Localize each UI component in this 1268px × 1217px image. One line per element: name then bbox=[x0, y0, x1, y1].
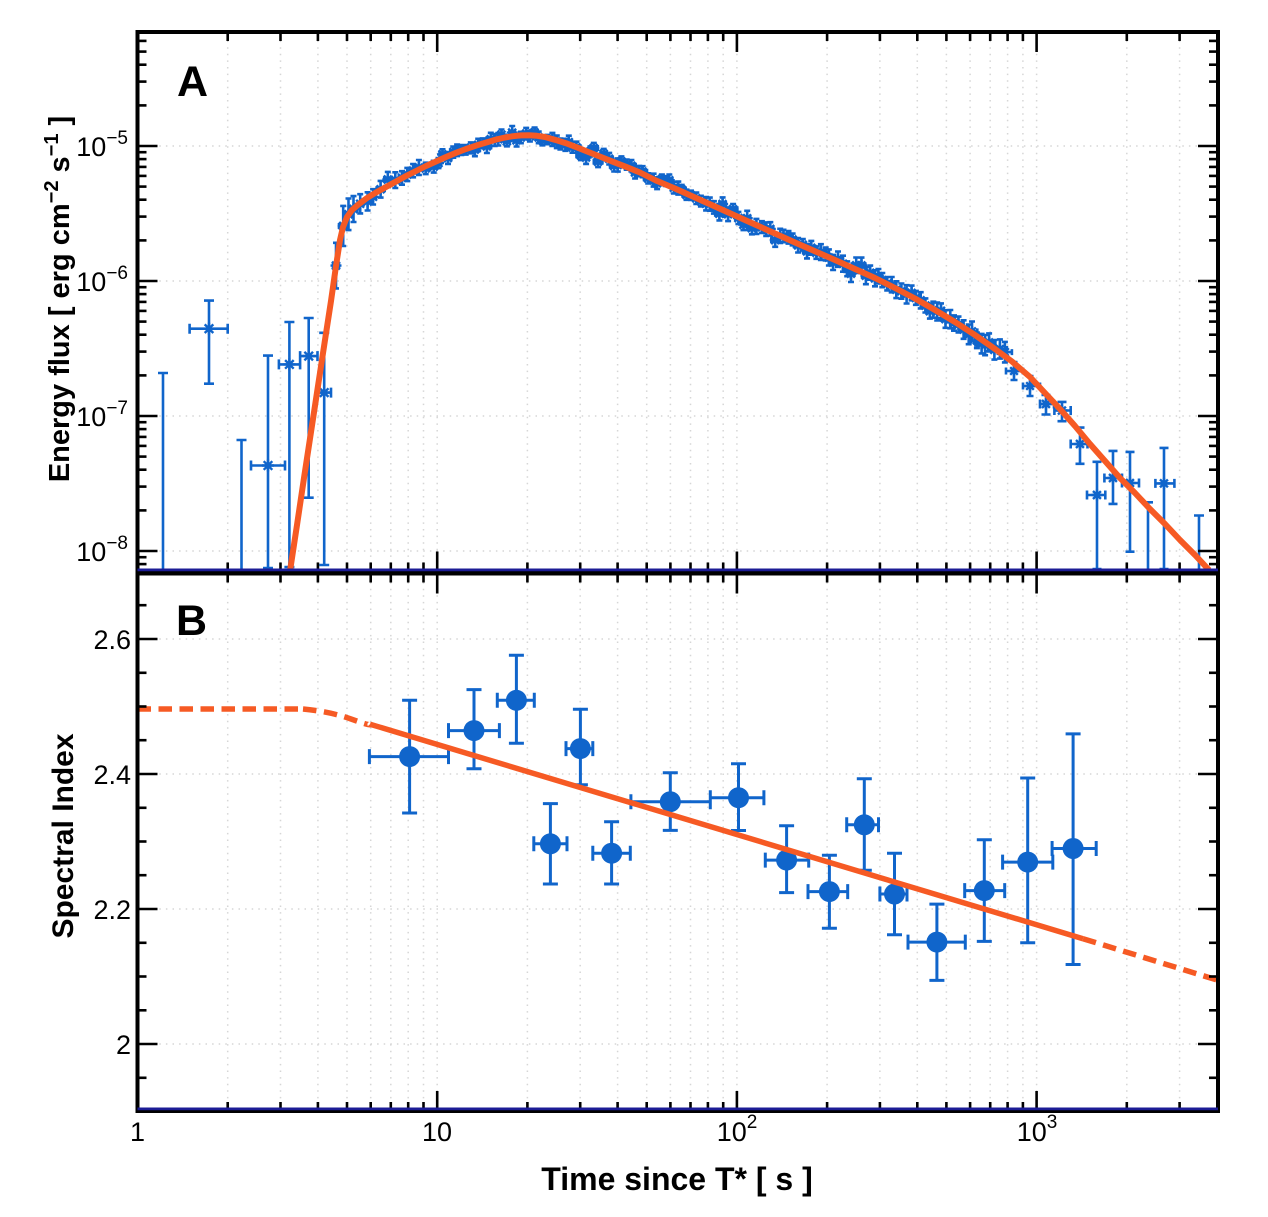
svg-text:1: 1 bbox=[130, 1117, 145, 1147]
svg-text:Time since T* [ s ]: Time since T* [ s ] bbox=[541, 1161, 813, 1197]
svg-text:2.4: 2.4 bbox=[93, 760, 131, 790]
svg-text:A: A bbox=[177, 58, 208, 106]
svg-text:10−5: 10−5 bbox=[76, 128, 128, 162]
svg-text:2: 2 bbox=[116, 1030, 131, 1060]
svg-text:Spectral Index: Spectral Index bbox=[47, 733, 80, 938]
svg-text:10−7: 10−7 bbox=[76, 398, 128, 432]
svg-text:2.2: 2.2 bbox=[93, 895, 131, 925]
svg-text:2.6: 2.6 bbox=[93, 625, 131, 655]
svg-text:B: B bbox=[176, 597, 207, 645]
svg-text:Energy flux [ erg cm−2 s−1 ]: Energy flux [ erg cm−2 s−1 ] bbox=[41, 116, 76, 482]
svg-text:10: 10 bbox=[422, 1117, 452, 1147]
svg-text:10−6: 10−6 bbox=[76, 263, 128, 297]
svg-text:10−8: 10−8 bbox=[76, 533, 128, 567]
